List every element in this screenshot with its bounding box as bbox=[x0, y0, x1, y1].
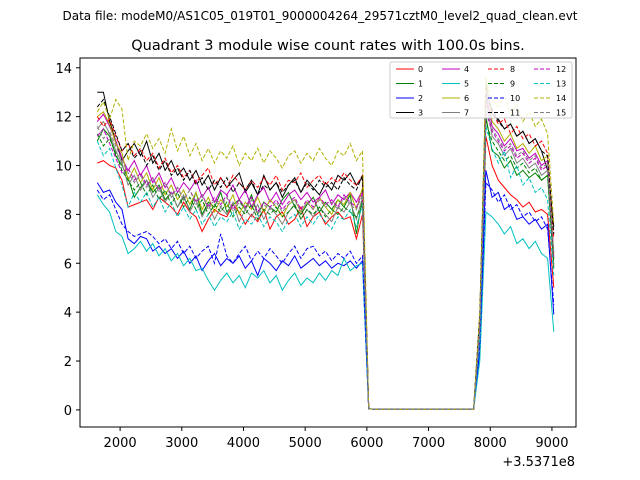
suptitle: Data file: modeM0/AS1C05_019T01_90000042… bbox=[62, 9, 577, 23]
legend-label-12: 12 bbox=[556, 65, 566, 74]
legend-label-13: 13 bbox=[556, 80, 566, 89]
y-tick-label-8: 8 bbox=[64, 208, 72, 223]
legend-label-11: 11 bbox=[510, 109, 520, 118]
series-layer bbox=[96, 77, 555, 410]
series-line-13 bbox=[96, 126, 555, 410]
plot-area bbox=[80, 58, 576, 427]
legend-label-1: 1 bbox=[418, 80, 423, 89]
series-line-5 bbox=[96, 194, 555, 410]
x-tick-label-7000: 7000 bbox=[412, 436, 445, 451]
axes-frame bbox=[79, 57, 577, 428]
series-line-10 bbox=[96, 181, 555, 410]
y-tick-label-14: 14 bbox=[55, 62, 72, 77]
x-tick-label-8000: 8000 bbox=[474, 436, 507, 451]
x-tick-label-9000: 9000 bbox=[535, 436, 568, 451]
y-tick-label-6: 6 bbox=[64, 257, 72, 272]
x-tick-label-3000: 3000 bbox=[165, 436, 198, 451]
legend-box bbox=[389, 61, 573, 119]
legend-label-4: 4 bbox=[464, 65, 469, 74]
legend-label-15: 15 bbox=[556, 109, 566, 118]
legend-label-7: 7 bbox=[464, 109, 469, 118]
y-tick-label-12: 12 bbox=[55, 111, 72, 126]
legend-label-3: 3 bbox=[418, 109, 423, 118]
legend-label-8: 8 bbox=[510, 65, 515, 74]
x-tick-label-6000: 6000 bbox=[350, 436, 383, 451]
series-line-8 bbox=[96, 103, 555, 410]
legend-label-5: 5 bbox=[464, 80, 469, 89]
series-line-14 bbox=[96, 79, 555, 410]
chart-title: Quadrant 3 module wise count rates with … bbox=[131, 38, 525, 54]
axes-layer: 2000 3000 4000 5000 6000 7000 8000 900002468101… bbox=[55, 57, 577, 451]
legend-label-2: 2 bbox=[418, 94, 423, 103]
x-offset-label: +3.5371e8 bbox=[502, 455, 575, 470]
legend-label-0: 0 bbox=[418, 65, 423, 74]
x-tick-label-2000: 2000 bbox=[104, 436, 137, 451]
legend-label-6: 6 bbox=[464, 94, 469, 103]
x-tick-label-5000: 5000 bbox=[289, 436, 322, 451]
y-tick-label-10: 10 bbox=[55, 160, 72, 175]
x-tick-label-4000: 4000 bbox=[227, 436, 260, 451]
y-tick-label-0: 0 bbox=[64, 404, 72, 419]
legend-label-14: 14 bbox=[556, 94, 566, 103]
legend-label-10: 10 bbox=[510, 94, 520, 103]
y-tick-label-2: 2 bbox=[64, 355, 72, 370]
legend-label-9: 9 bbox=[510, 80, 515, 89]
series-line-15 bbox=[96, 106, 555, 410]
y-tick-label-4: 4 bbox=[64, 306, 72, 321]
